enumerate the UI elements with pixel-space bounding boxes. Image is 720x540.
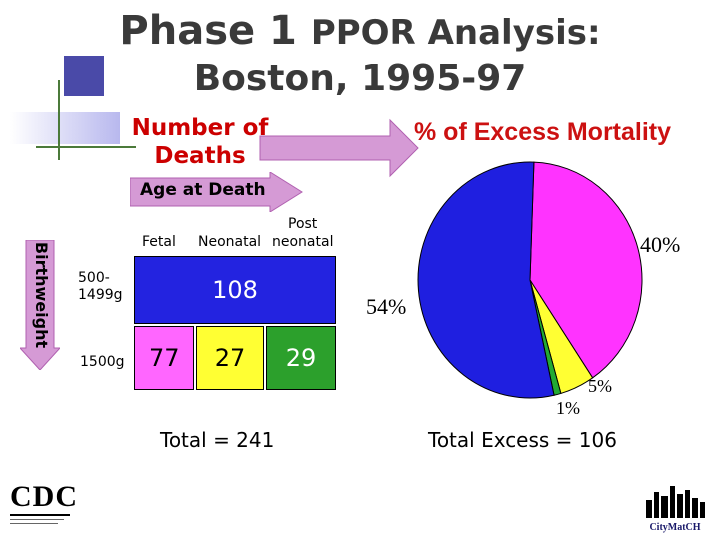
age-at-death-arrow bbox=[130, 172, 303, 212]
age-at-death-label: Age at Death bbox=[140, 180, 266, 200]
pie-label-40: 40% bbox=[640, 232, 681, 257]
excess-mortality-pie bbox=[417, 161, 643, 399]
decor-line-vertical bbox=[58, 80, 60, 160]
citymatch-logo: CityMatCH bbox=[644, 484, 706, 533]
decor-line-horizontal bbox=[36, 146, 136, 148]
pie-slice-40 bbox=[529, 161, 643, 379]
total-label: Total = 241 bbox=[160, 428, 275, 452]
decor-square-blue bbox=[64, 56, 104, 96]
cell-neonatal: 27 bbox=[196, 326, 264, 390]
pie-slice-54 bbox=[417, 161, 555, 399]
page-title-line1: Phase 1 PPOR Analysis: bbox=[119, 8, 601, 54]
page-title-line2: Boston, 1995-97 bbox=[193, 58, 527, 99]
pie-title: % of Excess Mortality bbox=[414, 118, 672, 146]
pie-label-1: 1% bbox=[556, 398, 580, 418]
column-neonatal: Neonatal bbox=[198, 234, 262, 250]
column-postneonatal-top: Post bbox=[288, 216, 318, 232]
cdc-logo: CDC bbox=[10, 482, 77, 524]
pie-label-5: 5% bbox=[588, 376, 612, 396]
total-excess-label: Total Excess = 106 bbox=[428, 428, 617, 452]
cell-very-low-weight: 108 bbox=[134, 256, 336, 324]
row-label-500-1499g: 500-1499g bbox=[78, 270, 123, 303]
column-postneonatal-bottom: neonatal bbox=[272, 234, 334, 250]
cell-fetal: 77 bbox=[134, 326, 194, 390]
decor-square-lavender bbox=[10, 112, 120, 144]
pie-label-54: 54% bbox=[366, 294, 407, 319]
row-label-1500g: 1500g bbox=[80, 354, 125, 370]
skyline-icon bbox=[646, 486, 705, 518]
column-fetal: Fetal bbox=[142, 234, 176, 250]
cell-postneonatal: 29 bbox=[266, 326, 336, 390]
birthweight-label: Birthweight bbox=[32, 241, 51, 349]
number-of-deaths-label: Number of Deaths bbox=[131, 115, 269, 169]
birthweight-arrow bbox=[20, 240, 60, 370]
number-of-deaths-arrow bbox=[259, 118, 419, 178]
